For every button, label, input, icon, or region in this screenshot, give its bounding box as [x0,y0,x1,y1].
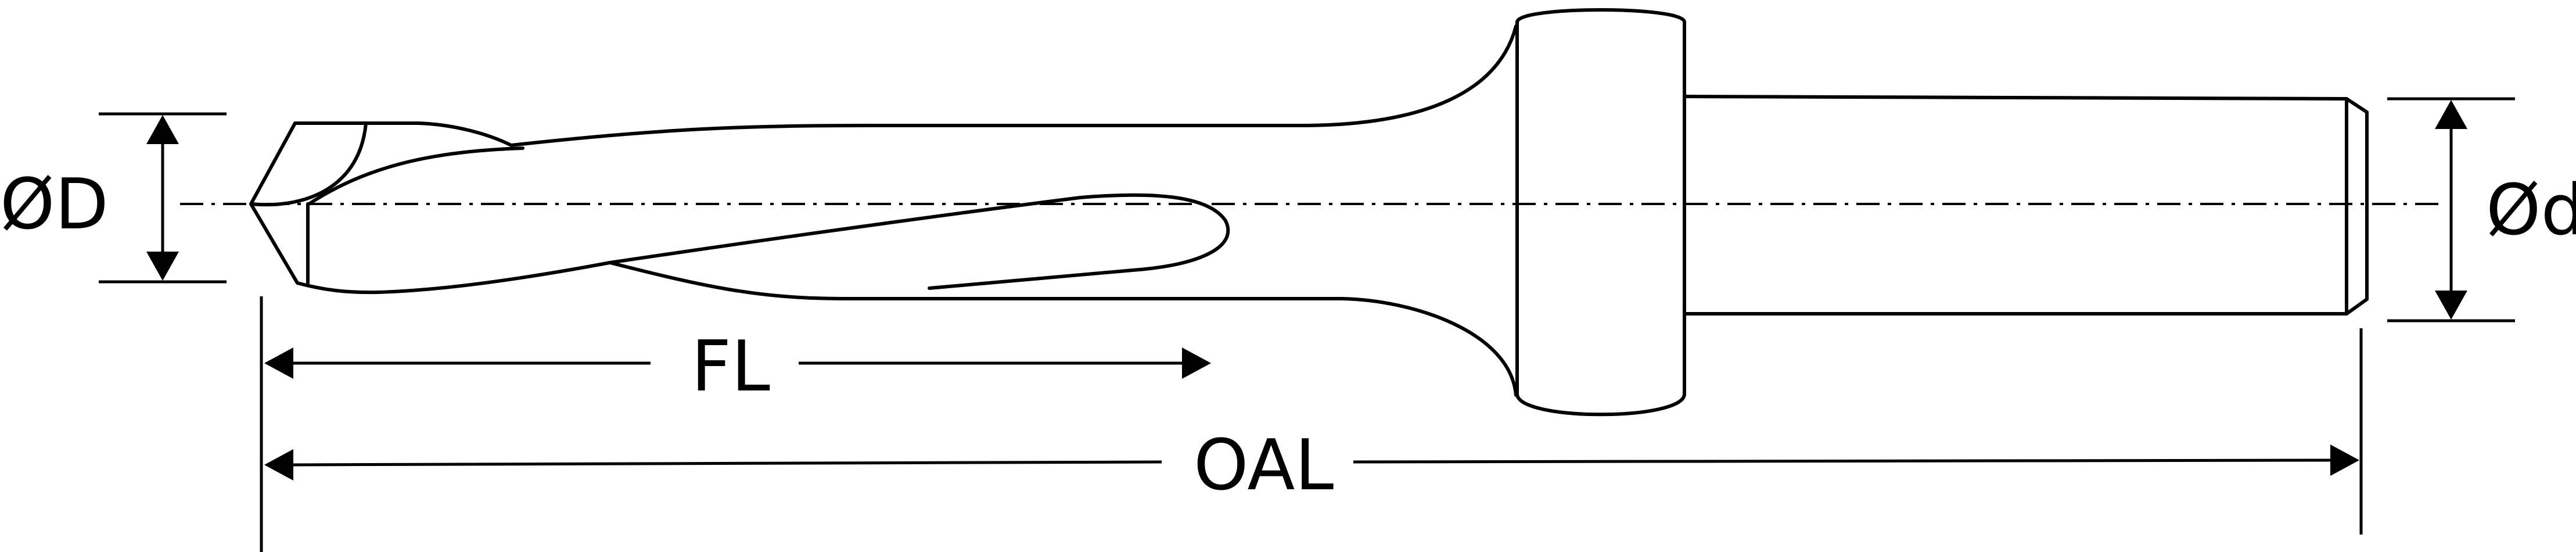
helix-sweep [608,193,1230,290]
arrow-down [2435,291,2467,320]
arrow-down [146,252,179,281]
arrow-up [2435,100,2467,129]
label-overall-length: OAL [1194,425,1334,506]
label-flute-length: FL [691,327,770,407]
arrow-up [146,115,179,144]
cutting-lip [249,121,368,207]
label-diameter-d: Ød [2486,170,2576,251]
arrow-right [2330,445,2359,476]
dimension-FL: FL [264,327,1211,407]
flute-bottom-edge [296,261,1518,397]
arrow-left [264,449,293,481]
collar [1515,8,1686,417]
helix-upper [307,146,524,206]
arrow-right [1182,347,1211,379]
drill-body [249,24,1518,397]
shank [1683,95,2369,316]
dimension-d: Ød [2387,97,2576,322]
arrow-left [264,347,293,379]
shank-chamfer [2345,97,2369,316]
flute-top-edge [293,24,1518,147]
dimension-D: ØD [0,112,227,284]
dimension-OAL: OAL [264,425,2359,506]
label-diameter-D: ØD [0,164,109,245]
